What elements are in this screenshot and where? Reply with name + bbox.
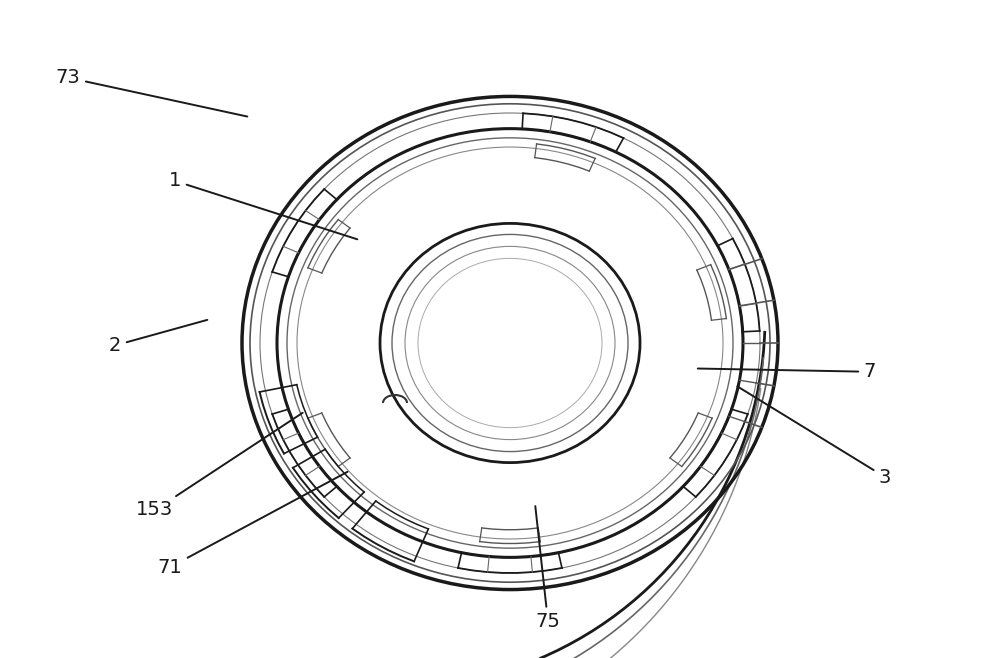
Text: 3: 3 [737,386,891,486]
Text: 7: 7 [698,363,876,381]
Text: 75: 75 [535,506,560,631]
Text: 73: 73 [56,68,247,116]
Text: 2: 2 [109,320,207,355]
Text: 71: 71 [158,472,348,576]
Text: 153: 153 [136,413,303,519]
Text: 1: 1 [169,172,357,240]
